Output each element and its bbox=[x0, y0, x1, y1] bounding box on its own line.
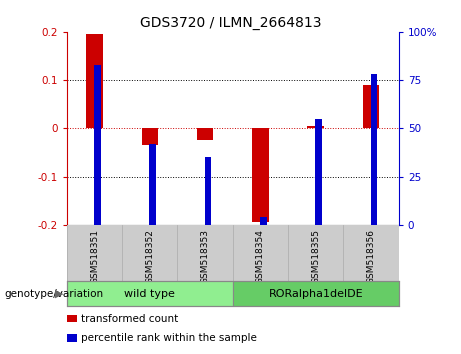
Bar bbox=[86, 34, 103, 128]
Text: GSM518355: GSM518355 bbox=[311, 229, 320, 284]
Text: GSM518354: GSM518354 bbox=[256, 229, 265, 284]
Text: RORalpha1delDE: RORalpha1delDE bbox=[268, 289, 363, 299]
Text: GSM518353: GSM518353 bbox=[201, 229, 210, 284]
Bar bbox=[315, 119, 322, 225]
Text: GSM518356: GSM518356 bbox=[366, 229, 376, 284]
Bar bbox=[205, 157, 211, 225]
Bar bbox=[67, 281, 233, 306]
Bar bbox=[252, 128, 269, 222]
Text: wild type: wild type bbox=[124, 289, 175, 299]
Bar bbox=[142, 128, 158, 145]
Text: transformed count: transformed count bbox=[81, 314, 178, 324]
Bar bbox=[197, 128, 213, 141]
Text: ▶: ▶ bbox=[55, 289, 63, 299]
Bar bbox=[307, 126, 324, 128]
Text: genotype/variation: genotype/variation bbox=[5, 289, 104, 299]
Text: percentile rank within the sample: percentile rank within the sample bbox=[81, 333, 257, 343]
Bar bbox=[149, 144, 156, 225]
Text: GSM518351: GSM518351 bbox=[90, 229, 99, 284]
Text: GSM518352: GSM518352 bbox=[145, 229, 154, 284]
Bar bbox=[233, 281, 399, 306]
Text: GDS3720 / ILMN_2664813: GDS3720 / ILMN_2664813 bbox=[140, 16, 321, 30]
Bar bbox=[260, 217, 266, 225]
Bar bbox=[94, 65, 100, 225]
Bar bbox=[371, 74, 377, 225]
Bar bbox=[363, 85, 379, 128]
